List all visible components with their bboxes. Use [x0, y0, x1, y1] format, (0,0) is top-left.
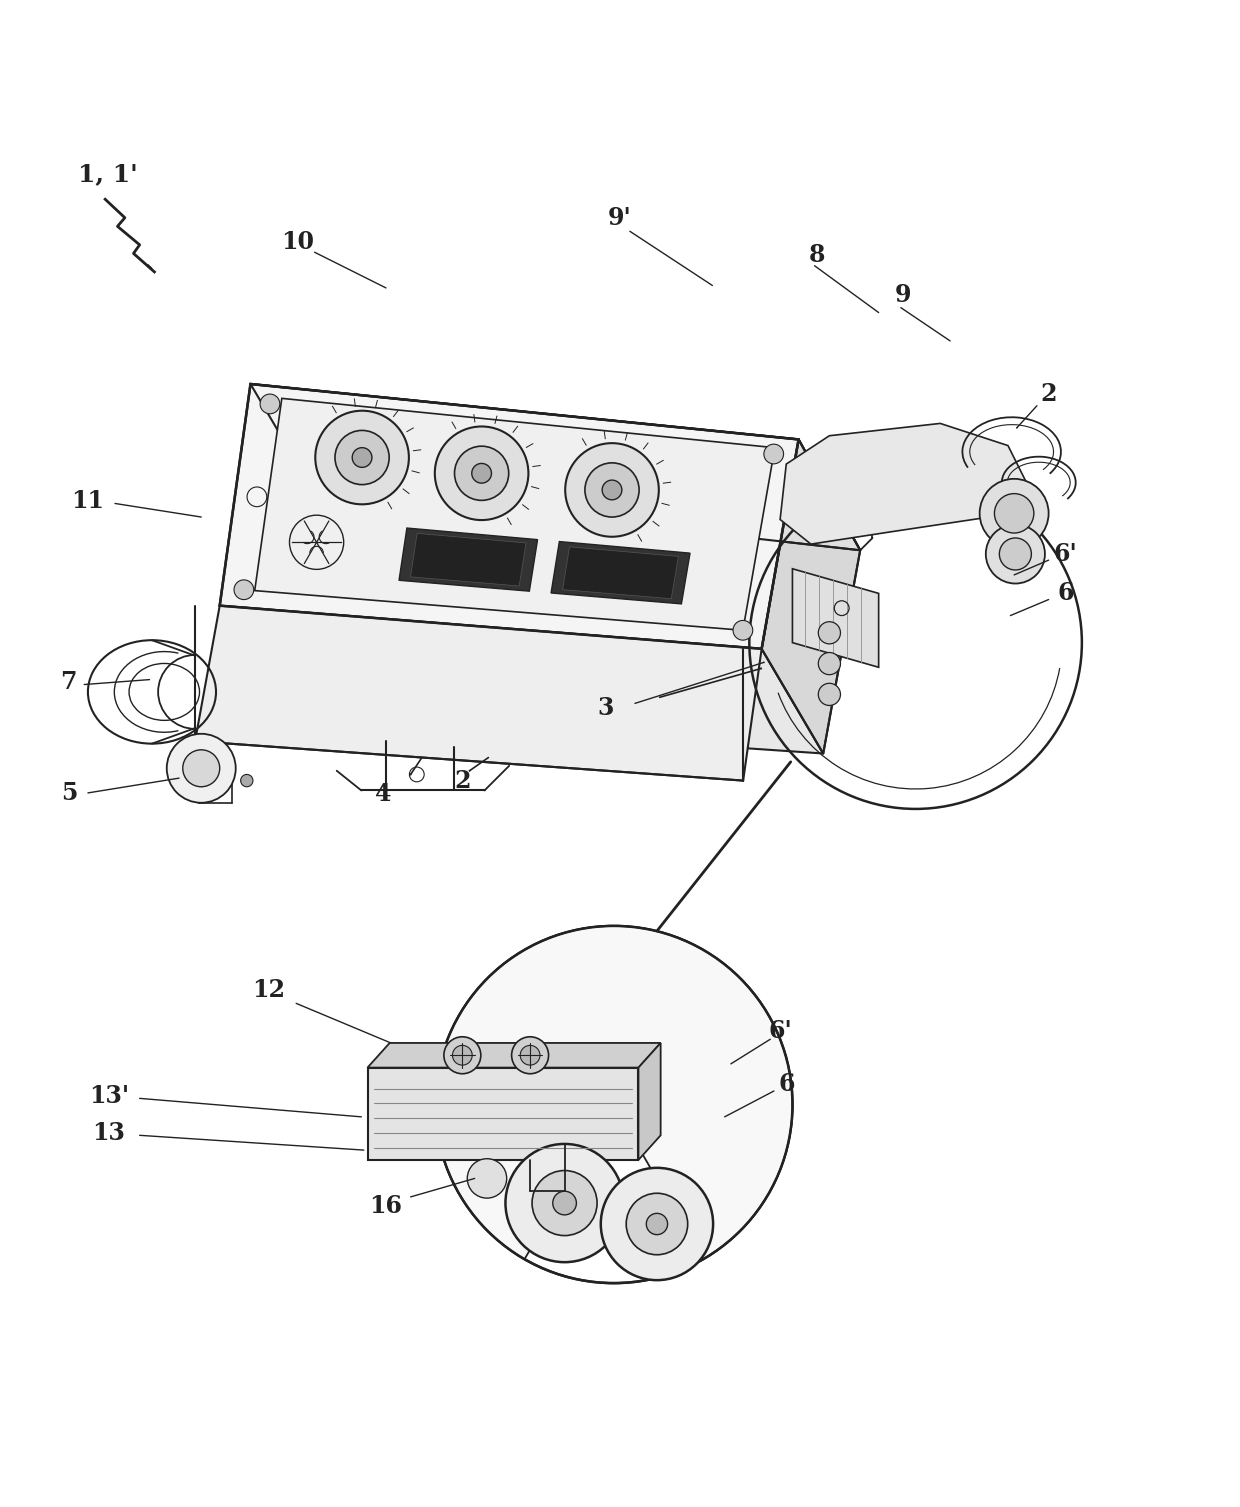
Circle shape [455, 446, 508, 500]
Circle shape [166, 734, 236, 803]
Polygon shape [410, 533, 526, 586]
Circle shape [352, 448, 372, 467]
Text: 6: 6 [1058, 582, 1074, 606]
Text: 1, 1': 1, 1' [78, 163, 138, 187]
Circle shape [453, 1046, 472, 1065]
Text: 5: 5 [61, 781, 78, 805]
Text: 16: 16 [370, 1194, 403, 1218]
Text: 6': 6' [769, 1019, 792, 1043]
Text: 6': 6' [1054, 543, 1078, 567]
Polygon shape [792, 568, 879, 668]
Circle shape [521, 1046, 539, 1065]
Circle shape [471, 464, 491, 484]
Polygon shape [254, 398, 775, 630]
Polygon shape [367, 1067, 639, 1160]
Circle shape [818, 683, 841, 705]
Polygon shape [761, 440, 861, 754]
Circle shape [986, 524, 1045, 583]
Circle shape [260, 393, 280, 414]
Circle shape [646, 1213, 667, 1234]
Polygon shape [250, 384, 861, 550]
Circle shape [565, 443, 658, 536]
Circle shape [532, 1171, 598, 1236]
Text: 3: 3 [596, 696, 614, 720]
Text: 10: 10 [280, 231, 314, 255]
Text: 9: 9 [895, 283, 911, 307]
Text: 7: 7 [60, 671, 77, 695]
Circle shape [818, 653, 841, 675]
Circle shape [335, 431, 389, 485]
Circle shape [733, 621, 753, 640]
Circle shape [603, 481, 622, 500]
Polygon shape [219, 606, 823, 754]
Circle shape [435, 426, 528, 520]
Circle shape [512, 1037, 548, 1073]
Circle shape [444, 1037, 481, 1073]
Text: 8: 8 [808, 243, 826, 267]
Text: 13: 13 [93, 1121, 125, 1145]
Circle shape [467, 1159, 507, 1198]
Text: 6: 6 [777, 1071, 795, 1096]
Polygon shape [563, 547, 678, 598]
Circle shape [553, 1191, 577, 1215]
Circle shape [994, 494, 1034, 533]
Text: 11: 11 [72, 488, 104, 512]
Circle shape [980, 479, 1049, 549]
Circle shape [764, 445, 784, 464]
Circle shape [506, 1144, 624, 1263]
Circle shape [626, 1194, 688, 1255]
Polygon shape [219, 384, 799, 650]
Polygon shape [639, 1043, 661, 1160]
Polygon shape [367, 1043, 661, 1067]
Circle shape [315, 411, 409, 505]
Circle shape [234, 580, 254, 600]
Polygon shape [551, 541, 689, 604]
Text: 9': 9' [608, 206, 632, 229]
Circle shape [601, 1168, 713, 1279]
Text: 2: 2 [454, 769, 471, 793]
Circle shape [818, 622, 841, 643]
Polygon shape [780, 423, 1027, 544]
Circle shape [999, 538, 1032, 570]
Wedge shape [435, 925, 792, 1260]
Polygon shape [195, 606, 761, 781]
Polygon shape [399, 527, 538, 591]
Text: 4: 4 [376, 782, 392, 806]
Circle shape [182, 750, 219, 787]
Text: 13': 13' [89, 1084, 129, 1108]
Circle shape [241, 775, 253, 787]
Circle shape [585, 463, 639, 517]
Text: 2: 2 [1040, 381, 1056, 405]
Text: 12: 12 [253, 978, 285, 1002]
